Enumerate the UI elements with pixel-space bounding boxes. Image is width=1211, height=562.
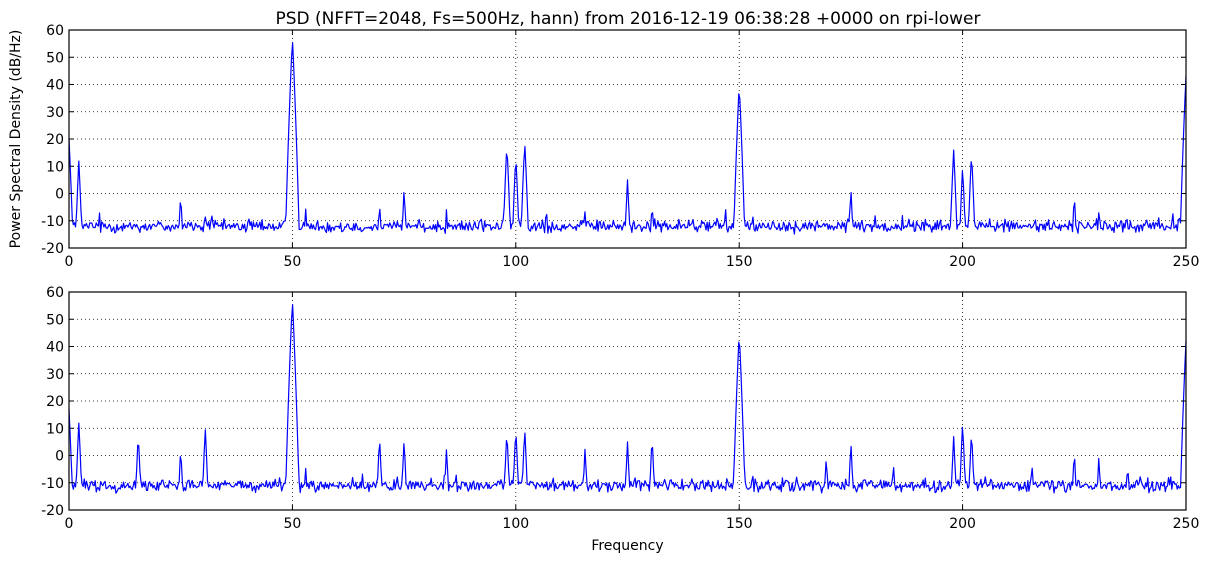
bottom-psd-plot: 0 50 100 150 200 250 -20 -10 0 10 20 30 40 50 60 Freque… — [41, 285, 1199, 554]
y-tick-label: 60 — [46, 285, 64, 301]
x-tick-label: 0 — [65, 516, 74, 532]
x-tick-label: 150 — [726, 254, 753, 270]
y-tick-label: 50 — [46, 50, 64, 66]
x-tick-label: 50 — [283, 254, 301, 270]
psd-series-line — [68, 304, 1187, 494]
x-tick-label: 50 — [283, 516, 301, 532]
y-tick-label: 60 — [46, 23, 64, 39]
y-tick-label: 20 — [46, 394, 64, 410]
y-tick-label: 30 — [46, 105, 64, 121]
figure-title: PSD (NFFT=2048, Fs=500Hz, hann) from 201… — [276, 9, 981, 29]
x-tick-label: 200 — [949, 254, 976, 270]
x-tick-label: 0 — [65, 254, 74, 270]
y-tick-label: -10 — [41, 214, 64, 230]
x-tick-label: 100 — [502, 516, 529, 532]
x-tick-label: 100 — [502, 254, 529, 270]
x-tick-label: 200 — [949, 516, 976, 532]
y-axis-label: Power Spectral Density (dB/Hz) — [8, 30, 24, 249]
plot-frame — [68, 29, 1187, 249]
y-tick-label: 10 — [46, 421, 64, 437]
y-tick-label: 40 — [46, 340, 64, 356]
psd-series-line — [68, 42, 1187, 235]
x-tick-label: 250 — [1173, 516, 1200, 532]
x-tick-label: 250 — [1173, 254, 1200, 270]
y-tick-label: -20 — [41, 241, 64, 257]
y-tick-label: 20 — [46, 132, 64, 148]
y-tick-label: 30 — [46, 367, 64, 383]
y-tick-label: 0 — [55, 187, 64, 203]
y-tick-label: 0 — [55, 449, 64, 465]
top-psd-plot: 0 50 100 150 200 250 -20 -10 0 10 20 30 40 50 60 Power … — [8, 23, 1199, 270]
y-tick-label: 10 — [46, 159, 64, 175]
y-tick-label: 40 — [46, 78, 64, 94]
y-tick-label: 50 — [46, 312, 64, 328]
y-tick-label: -10 — [41, 476, 64, 492]
x-axis-label: Frequency — [591, 538, 663, 554]
y-tick-label: -20 — [41, 503, 64, 519]
x-tick-label: 150 — [726, 516, 753, 532]
plot-frame — [68, 291, 1187, 511]
